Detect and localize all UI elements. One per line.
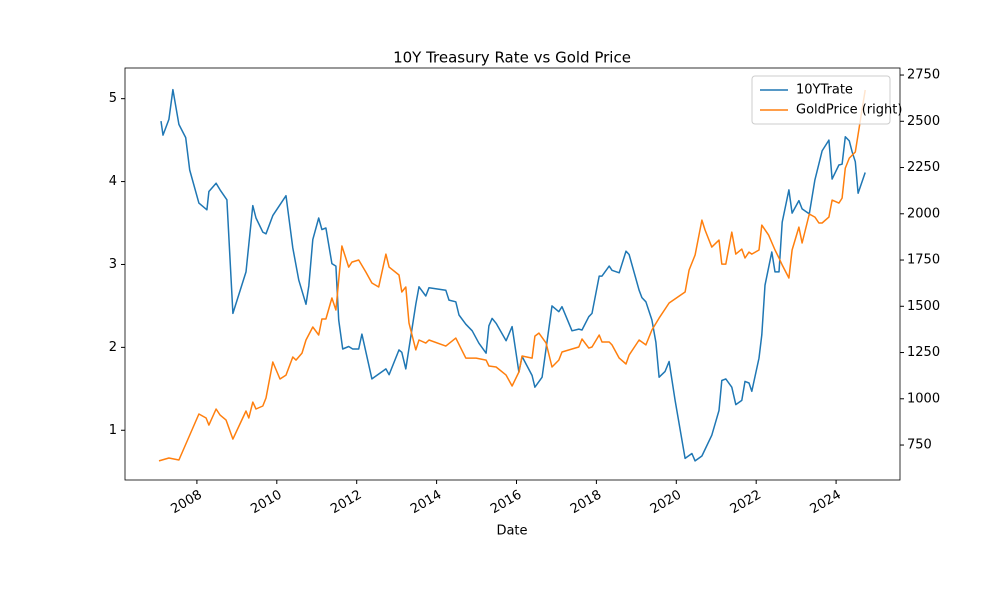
y-tick-label: 5 [109,91,117,106]
y2-tick-label: 1000 [907,391,940,406]
y-tick-label: 2 [109,340,117,355]
y2-tick-label: 2500 [907,114,940,129]
series-line [160,88,866,462]
y2-tick-label: 2000 [907,206,940,221]
legend-box [751,75,891,125]
y2-tick-label: 1750 [907,253,940,268]
y2-tick-label: 2750 [907,68,940,83]
x-tick-label: 2020 [648,488,684,518]
chart-title: 10Y Treasury Rate vs Gold Price [393,49,631,67]
y2-tick-label: 2250 [907,160,940,175]
legend: 10YTrate GoldPrice (right) [751,75,902,125]
x-tick-label: 2008 [168,488,204,518]
legend-label: GoldPrice (right) [796,103,902,118]
x-tick-label: 2024 [808,488,844,518]
y-tick-label: 1 [109,423,117,438]
legend-label: 10YTrate [796,83,853,98]
x-tick-label: 2012 [328,488,364,518]
y2-tick-label: 1250 [907,345,940,360]
y-tick-label: 4 [109,174,117,189]
x-tick-label: 2014 [408,488,444,518]
y-tick-label: 3 [109,257,117,272]
plot-frame [124,67,901,481]
series-line [158,89,866,462]
x-tick-label: 2016 [488,488,524,518]
x-tick-label: 2018 [568,488,604,518]
y2-tick-label: 750 [907,438,932,453]
x-tick-label: 2022 [728,488,764,518]
x-axis-label: Date [496,524,527,539]
x-tick-label: 2010 [248,488,284,518]
y2-tick-label: 1500 [907,299,940,314]
